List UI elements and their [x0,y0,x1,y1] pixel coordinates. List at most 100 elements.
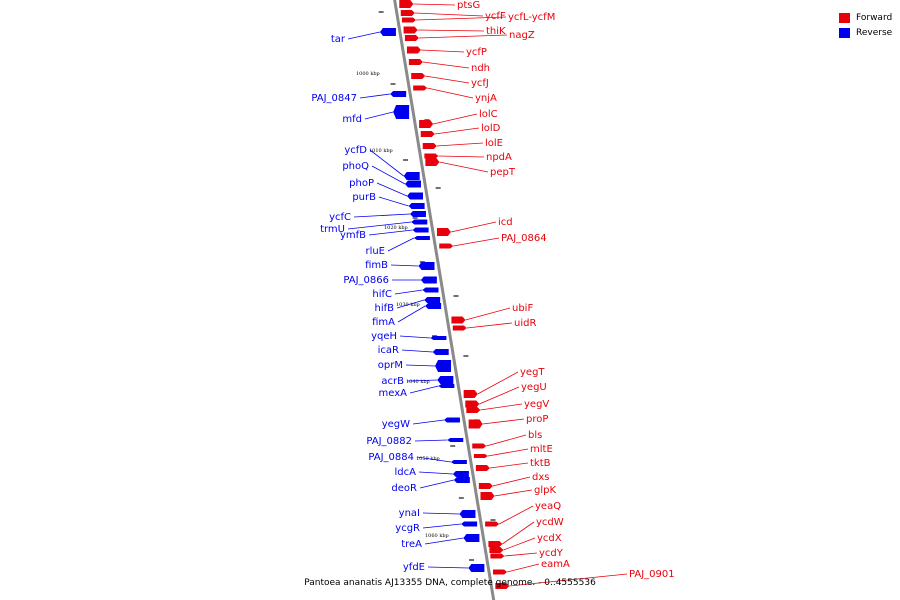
reverse-gene-feature[interactable] [453,477,470,483]
reverse-gene-feature[interactable] [413,236,430,240]
reverse-gene-label[interactable]: ynaI [399,508,420,519]
forward-gene-label[interactable]: ubiF [512,303,533,314]
forward-gene-label[interactable]: ycfL-ycfM [508,12,555,23]
reverse-gene-label[interactable]: acrB [381,376,404,387]
forward-gene-label[interactable]: ycfJ [471,78,489,89]
reverse-gene-label[interactable]: PAJ_0847 [311,93,357,104]
reverse-gene-label[interactable]: mfd [342,114,362,125]
forward-gene-label[interactable]: ycfP [466,47,487,58]
reverse-gene-feature[interactable] [452,471,469,477]
reverse-gene-label[interactable]: fimB [365,260,388,271]
forward-gene-feature[interactable] [400,10,415,16]
reverse-gene-feature[interactable] [424,297,441,303]
reverse-gene-label[interactable]: yegW [382,419,410,430]
forward-gene-label[interactable]: yegV [524,399,549,410]
forward-gene-feature[interactable] [424,153,439,159]
forward-gene-feature[interactable] [493,569,508,575]
reverse-gene-feature[interactable] [412,227,429,233]
reverse-gene-feature[interactable] [405,180,422,188]
forward-gene-feature[interactable] [490,553,505,559]
reverse-gene-label[interactable]: treA [401,539,422,550]
forward-gene-feature[interactable] [408,59,423,65]
reverse-gene-label[interactable]: ycgR [395,523,420,534]
forward-gene-feature[interactable] [475,465,490,471]
forward-gene-label[interactable]: lolE [485,138,503,149]
forward-gene-label[interactable]: yegT [520,367,545,378]
forward-gene-feature[interactable] [419,120,434,128]
reverse-gene-label[interactable]: phoP [349,178,374,189]
reverse-gene-label[interactable]: tar [331,34,346,45]
forward-gene-feature[interactable] [488,541,503,547]
forward-gene-label[interactable]: pepT [490,167,516,178]
forward-gene-feature[interactable] [436,228,451,236]
forward-gene-label[interactable]: nagZ [509,30,535,41]
reverse-gene-feature[interactable] [390,91,407,97]
reverse-gene-feature[interactable] [450,460,467,464]
forward-gene-feature[interactable] [489,547,504,553]
reverse-gene-label[interactable]: ldcA [395,467,417,478]
forward-gene-label[interactable]: lolC [479,109,498,120]
reverse-gene-label[interactable]: hifB [375,303,395,314]
reverse-gene-label[interactable]: mexA [379,388,408,399]
forward-gene-feature[interactable] [478,483,493,489]
reverse-gene-feature[interactable] [459,510,476,518]
forward-gene-feature[interactable] [401,17,416,23]
reverse-gene-feature[interactable] [437,376,454,384]
reverse-gene-feature[interactable] [409,211,426,217]
reverse-gene-label[interactable]: PAJ_0884 [368,452,414,463]
forward-gene-label[interactable]: yegU [521,382,547,393]
reverse-gene-feature[interactable] [422,287,439,293]
forward-gene-label[interactable]: ycdY [539,548,564,559]
reverse-gene-feature[interactable] [430,336,447,340]
reverse-gene-feature[interactable] [408,203,425,209]
reverse-gene-label[interactable]: yfdE [403,562,425,573]
reverse-gene-feature[interactable] [443,417,460,423]
reverse-gene-feature[interactable] [403,172,420,180]
forward-gene-feature[interactable] [406,46,421,54]
reverse-gene-feature[interactable] [418,262,435,270]
forward-gene-feature[interactable] [411,73,426,79]
forward-gene-label[interactable]: glpK [534,485,556,496]
reverse-gene-feature[interactable] [411,219,428,225]
forward-gene-feature[interactable] [466,407,481,413]
forward-gene-feature[interactable] [413,85,428,91]
forward-gene-feature[interactable] [472,443,487,449]
reverse-gene-label[interactable]: rluE [365,246,385,257]
reverse-gene-label[interactable]: fimA [372,317,395,328]
reverse-gene-feature[interactable] [463,534,480,542]
reverse-gene-label[interactable]: yqeH [371,331,397,342]
forward-gene-label[interactable]: bls [528,430,542,441]
forward-gene-label[interactable]: ptsG [457,0,480,11]
forward-gene-feature[interactable] [480,492,495,500]
reverse-gene-label[interactable]: hifC [372,289,392,300]
forward-gene-label[interactable]: icd [498,217,513,228]
forward-gene-feature[interactable] [495,583,510,589]
forward-gene-label[interactable]: proP [526,414,548,425]
forward-gene-label[interactable]: ndh [471,63,490,74]
forward-gene-feature[interactable] [473,454,488,458]
reverse-gene-feature[interactable] [406,192,423,200]
legend-reverse[interactable]: Reverse [839,25,892,40]
reverse-gene-feature[interactable] [461,521,478,527]
forward-gene-label[interactable]: dxs [532,472,549,483]
reverse-gene-label[interactable]: deoR [391,483,417,494]
forward-gene-label[interactable]: yeaQ [535,501,561,512]
forward-gene-feature[interactable] [403,26,418,34]
forward-gene-feature[interactable] [468,419,483,429]
reverse-gene-label[interactable]: ymfB [340,230,366,241]
forward-gene-feature[interactable] [399,0,414,8]
forward-gene-label[interactable]: tktB [530,458,551,469]
forward-gene-feature[interactable] [404,35,419,41]
forward-gene-label[interactable]: npdA [486,152,512,163]
forward-gene-label[interactable]: mltE [530,444,553,455]
reverse-gene-label[interactable]: icaR [378,345,399,356]
reverse-gene-feature[interactable] [432,349,449,355]
forward-gene-label[interactable]: ycdX [537,533,562,544]
forward-gene-label[interactable]: ycfF [485,11,506,22]
reverse-gene-feature[interactable] [379,28,396,36]
forward-gene-label[interactable]: uidR [514,318,536,329]
forward-gene-label[interactable]: lolD [481,123,501,134]
reverse-gene-feature[interactable] [468,564,485,572]
forward-gene-label[interactable]: ycdW [536,517,564,528]
forward-gene-feature[interactable] [463,390,478,398]
